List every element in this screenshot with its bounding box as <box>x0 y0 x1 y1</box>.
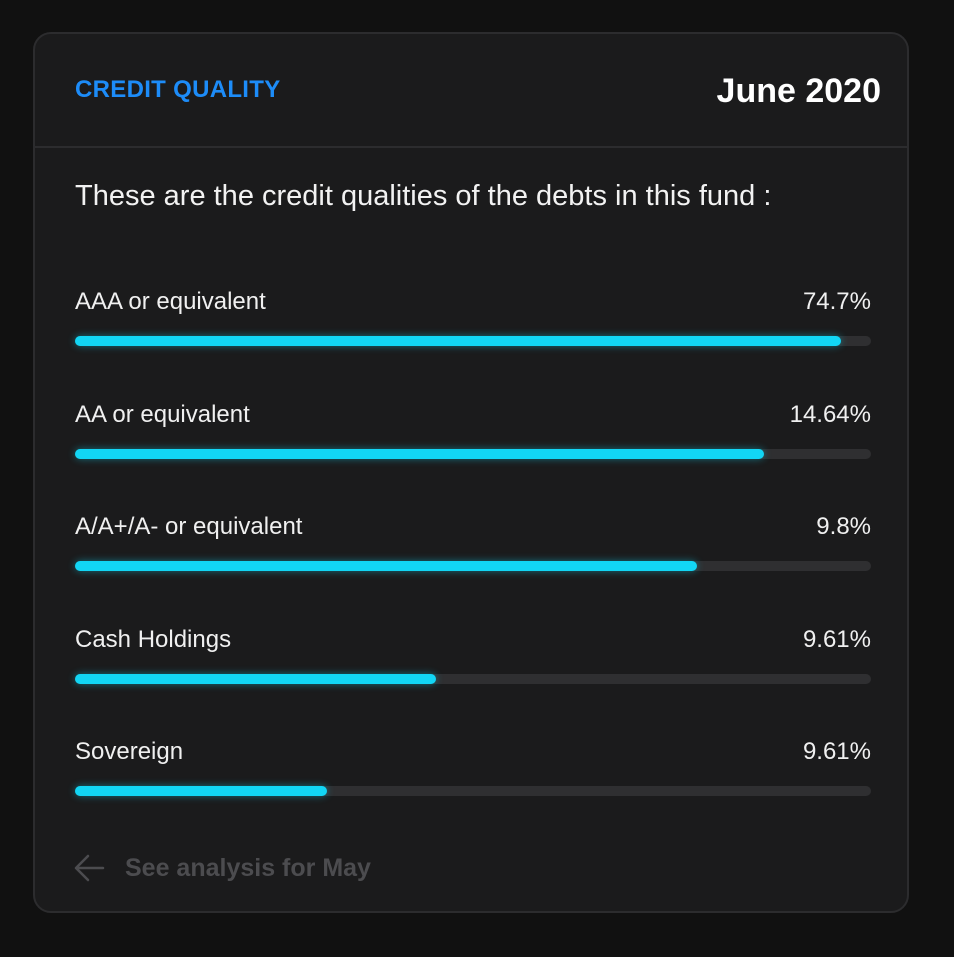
intro-text: These are the credit qualities of the de… <box>75 180 772 212</box>
see-previous-analysis-link[interactable]: See analysis for May <box>73 850 371 886</box>
item-label: AA or equivalent <box>75 400 250 428</box>
list-item: AAA or equivalent 74.7% <box>75 288 871 401</box>
section-label: CREDIT QUALITY <box>75 76 281 103</box>
item-label: Sovereign <box>75 738 184 765</box>
progress-fill <box>75 448 764 459</box>
list-item: Sovereign 9.61% <box>75 738 871 851</box>
progress-fill <box>75 673 437 684</box>
card-header: CREDIT QUALITY June 2020 <box>35 34 907 148</box>
item-value: 14.64% <box>789 400 871 428</box>
item-value: 9.61% <box>802 625 871 653</box>
item-value: 74.7% <box>802 288 871 315</box>
item-label: A/A+/A- or equivalent <box>75 513 303 540</box>
period-date: June 2020 <box>716 72 881 110</box>
progress-fill <box>75 336 841 346</box>
item-value: 9.61% <box>802 738 871 765</box>
list-item: AA or equivalent 14.64% <box>75 401 871 514</box>
list-item: A/A+/A- or equivalent 9.8% <box>75 513 871 626</box>
progress-fill <box>75 561 697 571</box>
progress-track <box>75 561 871 571</box>
list-item: Cash Holdings 9.61% <box>75 626 871 739</box>
progress-track <box>75 448 871 459</box>
progress-track <box>75 673 871 684</box>
see-analysis-label: See analysis for May <box>125 853 371 882</box>
item-label: Cash Holdings <box>75 625 232 653</box>
credit-quality-list: AAA or equivalent 74.7% AA or equivalent… <box>75 288 871 851</box>
progress-track <box>75 336 871 346</box>
item-value: 9.8% <box>816 513 871 540</box>
progress-track <box>75 786 871 796</box>
item-label: AAA or equivalent <box>75 288 266 315</box>
progress-fill <box>75 786 328 796</box>
credit-quality-card: CREDIT QUALITY June 2020 These are the c… <box>33 32 909 913</box>
arrow-left-icon <box>73 853 105 883</box>
